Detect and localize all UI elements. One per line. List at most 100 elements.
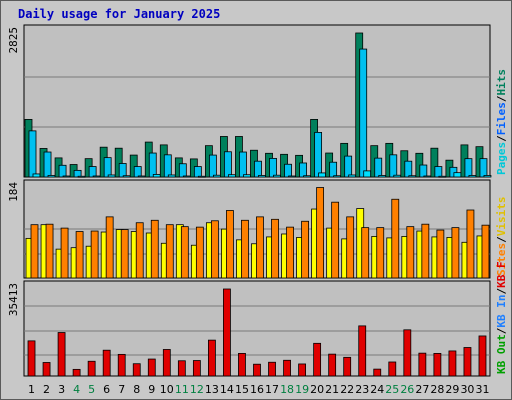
bar-hits-day-8: [129, 154, 138, 178]
bar-hits-day-28: [430, 147, 439, 178]
bar-kb-f-day-8: [132, 363, 141, 377]
bar-pages-day-26: [408, 175, 417, 178]
bar-sites-day-30: [466, 209, 475, 279]
x-tick-label-day-22: 22: [340, 383, 354, 396]
bar-files-day-31: [479, 158, 488, 178]
bar-kb-f-day-4: [72, 368, 81, 377]
legend-item-files: Files: [495, 102, 508, 135]
bar-pages-day-24: [378, 175, 387, 178]
bar-kb-f-day-2: [42, 362, 51, 377]
x-tick-label-day-6: 6: [103, 383, 110, 396]
bar-pages-day-17: [273, 174, 281, 178]
bar-pages-day-29: [453, 172, 462, 178]
bar-sites-day-23: [361, 227, 370, 279]
bar-files-day-1: [28, 130, 37, 178]
bar-pages-day-30: [468, 175, 477, 178]
bar-pages-day-18: [288, 175, 296, 178]
bar-files-day-23: [359, 48, 368, 178]
legend-3: KB Out/KB In/KB F: [495, 261, 508, 374]
bar-kb-f-day-3: [57, 332, 66, 377]
x-tick-label-day-3: 3: [58, 383, 65, 396]
bar-pages-day-11: [182, 175, 191, 178]
bar-sites-day-18: [286, 226, 294, 279]
bar-hits-day-7: [114, 147, 123, 178]
bar-files-day-20: [314, 131, 323, 178]
y-max-label-2: 184: [7, 182, 20, 202]
bar-sites-day-6: [105, 216, 114, 279]
bar-kb-f-day-22: [343, 356, 352, 377]
bar-sites-day-28: [436, 229, 445, 279]
legend-item-kb-f: KB F: [495, 261, 508, 288]
x-tick-label-day-29: 29: [445, 383, 459, 396]
bar-files-day-14: [224, 151, 232, 178]
x-tick-label-day-2: 2: [43, 383, 50, 396]
bar-pages-day-27: [423, 175, 432, 178]
bar-kb-f-day-18: [283, 359, 291, 377]
x-tick-label-day-19: 19: [295, 383, 309, 396]
bar-kb-f-day-24: [373, 368, 382, 377]
x-tick-label-day-9: 9: [148, 383, 155, 396]
bar-files-day-15: [239, 151, 247, 178]
bar-files-day-24: [374, 157, 383, 178]
x-tick-label-day-4: 4: [73, 383, 80, 396]
bar-sites-day-17: [271, 218, 279, 279]
x-tick-label-day-8: 8: [133, 383, 140, 396]
x-tick-label-day-28: 28: [430, 383, 444, 396]
x-tick-label-day-12: 12: [190, 383, 204, 396]
bar-sites-day-15: [241, 219, 249, 279]
bar-kb-f-day-25: [388, 361, 397, 377]
legend-separator: /: [495, 327, 508, 334]
x-tick-label-day-20: 20: [310, 383, 324, 396]
bar-files-day-2: [43, 151, 52, 178]
bar-sites-day-27: [421, 223, 430, 279]
bar-pages-day-14: [228, 174, 236, 178]
bar-sites-day-1: [30, 224, 39, 279]
bar-pages-day-25: [393, 174, 402, 178]
legend-item-visits: Visits: [495, 197, 508, 237]
bar-pages-day-9: [152, 174, 161, 178]
bar-sites-day-22: [346, 216, 355, 279]
bar-kb-f-day-19: [298, 363, 306, 377]
x-tick-label-day-27: 27: [415, 383, 429, 396]
bar-pages-day-2: [47, 175, 56, 178]
x-tick-label-day-5: 5: [88, 383, 95, 396]
bar-sites-day-9: [150, 219, 159, 279]
bar-pages-day-6: [107, 174, 116, 178]
bar-kb-f-day-13: [208, 339, 216, 377]
bar-kb-f-day-17: [268, 361, 276, 377]
bar-kb-f-day-6: [102, 349, 111, 377]
bar-kb-f-day-7: [117, 353, 126, 377]
bar-pages-day-20: [318, 172, 327, 178]
bar-kb-f-day-27: [418, 352, 427, 377]
bar-sites-day-13: [210, 220, 219, 279]
legend-item-pages: Pages: [495, 142, 508, 175]
x-tick-label-day-26: 26: [400, 383, 414, 396]
x-tick-label-day-16: 16: [250, 383, 264, 396]
bar-files-day-27: [419, 164, 428, 178]
bar-files-day-10: [163, 154, 172, 178]
bar-files-day-16: [254, 160, 262, 178]
bar-files-day-13: [208, 154, 217, 178]
bar-files-day-22: [344, 155, 353, 178]
bar-pages-day-19: [303, 175, 311, 178]
bar-pages-day-10: [167, 174, 176, 178]
legend-1: Pages/Files/Hits: [495, 69, 508, 175]
x-tick-label-day-11: 11: [175, 383, 189, 396]
bar-kb-f-day-15: [238, 352, 246, 377]
bar-files-day-30: [464, 158, 473, 178]
x-tick-label-day-18: 18: [280, 383, 294, 396]
bar-sites-day-14: [226, 210, 234, 279]
bar-pages-day-13: [212, 174, 221, 178]
bar-pages-day-5: [92, 175, 101, 178]
bar-sites-day-5: [90, 230, 99, 279]
bar-sites-day-10: [165, 224, 174, 279]
bar-sites-day-24: [376, 227, 385, 279]
bar-kb-f-day-26: [403, 329, 412, 377]
bar-kb-f-day-23: [358, 325, 367, 377]
bar-files-day-11: [178, 163, 187, 178]
bar-kb-f-day-1: [27, 340, 36, 377]
legend-2: Sites/Visits: [495, 197, 508, 277]
bar-pages-day-31: [483, 175, 492, 178]
bar-sites-day-20: [316, 187, 325, 279]
plot-panel-3: [23, 280, 491, 377]
